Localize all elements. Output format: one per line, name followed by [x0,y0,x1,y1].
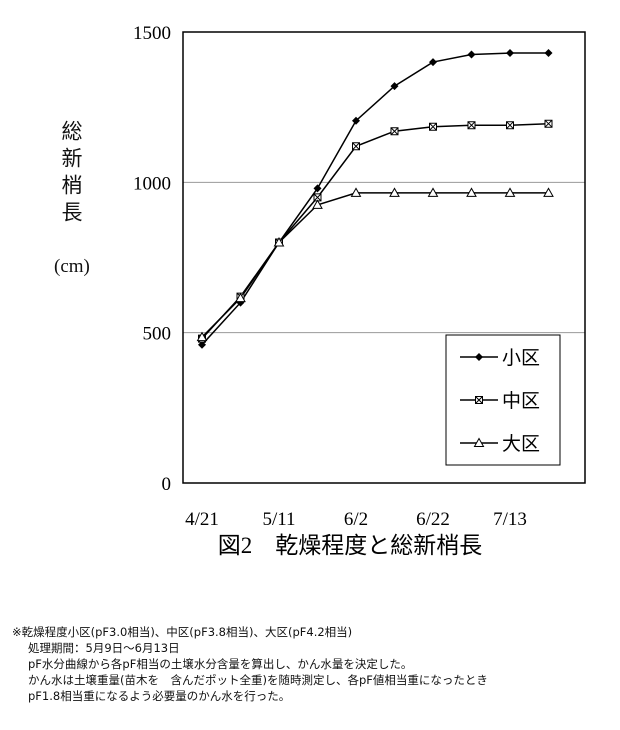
marker [475,396,483,404]
marker [429,122,437,131]
marker [389,187,400,197]
x-tick-label: 6/22 [416,509,450,530]
y-axis-unit: (cm) [54,256,90,277]
notes: ※乾燥程度小区(pF3.0相当)、中区(pF3.8相当)、大区(pF4.2相当)… [12,624,488,704]
marker [544,49,553,58]
marker [352,116,360,125]
note-line: pF1.8相当重になるよう必要量のかん水を行った。 [28,689,291,703]
series-line [201,192,549,338]
x-tick-label: 4/21 [185,509,219,530]
legend-label: 大区 [502,433,540,455]
marker [390,82,399,91]
y-axis-label: 総新梢長 [59,120,83,228]
marker [544,119,553,128]
marker [475,353,483,361]
note-line: pF水分曲線から各pF相当の土壌水分含量を算出し、かん水量を決定した。 [28,657,413,671]
legend-label: 小区 [502,347,540,369]
marker [198,340,206,349]
marker [313,193,322,202]
x-tick-label: 5/11 [262,509,295,530]
marker [350,187,362,197]
plot-frame [182,31,586,484]
marker [467,50,476,59]
note-line: 処理期間：5月9日～6月13日 [28,641,180,655]
marker [429,58,437,67]
marker [235,292,246,303]
marker [427,187,439,197]
marker [390,127,399,136]
marker [506,49,514,58]
note-line: ※乾燥程度小区(pF3.0相当)、中区(pF3.8相当)、大区(pF4.2相当) [12,625,353,639]
y-tick-label: 500 [143,324,172,345]
marker [313,184,322,193]
note-line: かん水は土壌重量(苗木を 含んだポット全重)を随時測定し、各pF値相当重になった… [28,673,488,687]
marker [504,187,516,197]
marker [543,187,554,197]
marker [466,187,477,197]
marker [506,121,514,130]
x-tick-label: 6/2 [344,509,368,530]
y-tick-label: 1000 [133,173,171,194]
marker [273,236,285,247]
y-tick-label: 1500 [133,23,171,44]
series-line [201,122,549,340]
marker [196,331,208,342]
chart-title: 図2 乾燥程度と総新梢長 [218,533,483,558]
legend-label: 中区 [502,390,540,412]
marker [473,437,485,447]
marker [467,121,476,130]
x-tick-label: 7/13 [493,509,527,530]
marker [352,142,360,151]
chart: 図2 乾燥程度と総新梢長 0 500 1000 1500 4/21 5/11 6/2 6/22… [133,23,586,558]
y-tick-label: 0 [162,474,172,495]
marker [312,199,323,209]
series-line [201,52,549,346]
